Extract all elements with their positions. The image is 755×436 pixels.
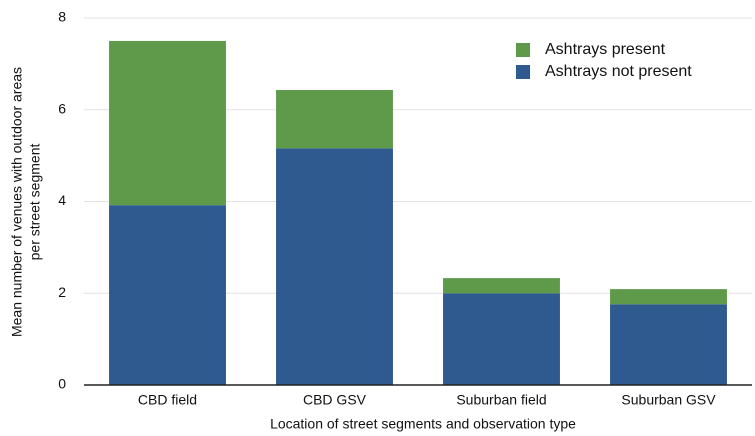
legend-swatch (516, 65, 530, 79)
y-tick-label: 8 (58, 9, 66, 25)
bar-segment (276, 90, 393, 149)
y-axis-label: Mean number of venues with outdoor areas (9, 67, 25, 337)
bar-segment (276, 148, 393, 385)
bar-segment (443, 278, 560, 294)
bar-segment (610, 289, 727, 305)
bar-segment (109, 40, 226, 206)
bar-segment (109, 205, 226, 385)
x-tick-label: Suburban GSV (621, 392, 716, 408)
y-tick-label: 4 (58, 192, 66, 208)
x-tick-label: CBD GSV (303, 392, 367, 408)
x-tick-label: CBD field (138, 392, 197, 408)
y-tick-label: 6 (58, 100, 66, 116)
legend-label: Ashtrays present (545, 41, 666, 58)
y-tick-label: 2 (58, 284, 66, 300)
x-tick-label: Suburban field (456, 392, 546, 408)
legend: Ashtrays present Ashtrays not present (516, 41, 692, 80)
y-axis-label: per street segment (27, 144, 43, 261)
legend-swatch (516, 43, 530, 57)
x-axis-label: Location of street segments and observat… (270, 416, 576, 432)
legend-label: Ashtrays not present (545, 63, 692, 80)
y-tick-label: 0 (58, 376, 66, 392)
bar-segment (443, 293, 560, 385)
bar-segment (610, 304, 727, 385)
